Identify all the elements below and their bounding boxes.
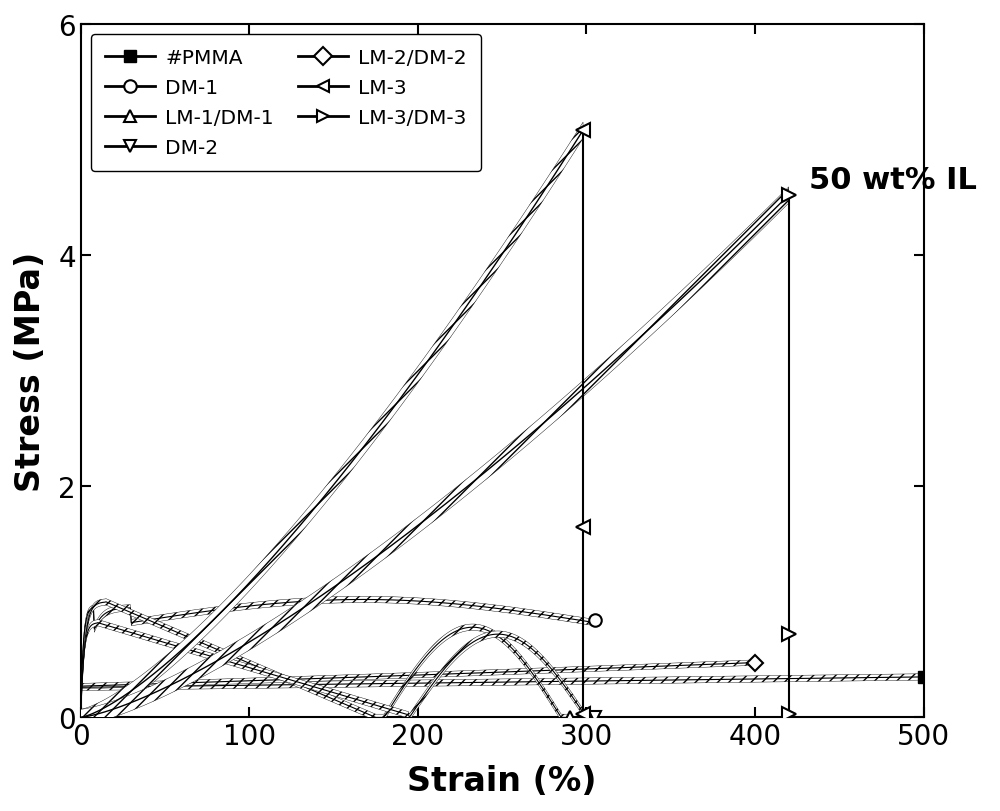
- Y-axis label: Stress (MPa): Stress (MPa): [14, 251, 47, 491]
- Legend: #PMMA, DM-1, LM-1/DM-1, DM-2, LM-2/DM-2, LM-3, LM-3/DM-3: #PMMA, DM-1, LM-1/DM-1, DM-2, LM-2/DM-2,…: [91, 35, 481, 172]
- Text: 50 wt% IL: 50 wt% IL: [809, 166, 977, 195]
- X-axis label: Strain (%): Strain (%): [407, 764, 597, 797]
